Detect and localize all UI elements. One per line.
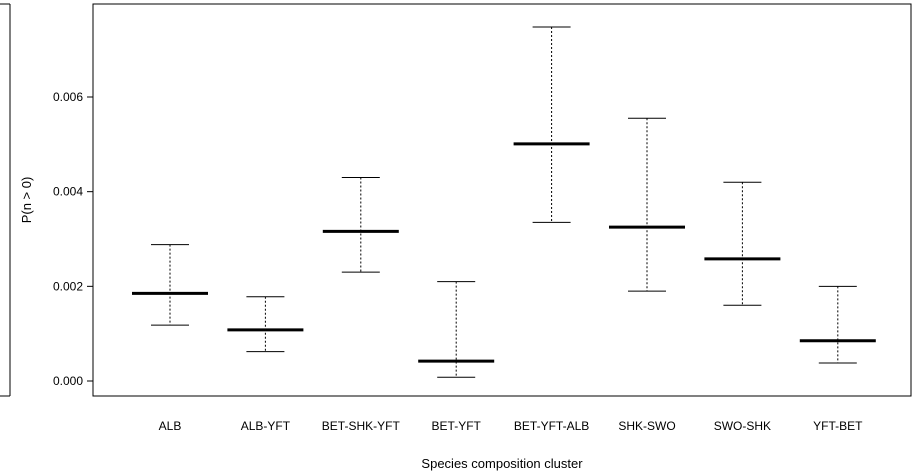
y-tick-label: 0.002: [53, 279, 83, 293]
error-bars: [132, 26, 876, 378]
x-axis-tick-labels: ALB ALB-YFT BET-SHK-YFT BET-YFT BET-YFT-ALB S…: [159, 419, 863, 433]
x-tick-label: ALB: [159, 419, 182, 433]
x-tick-label: SHK-SWO: [618, 419, 675, 433]
x-tick-label: ALB-YFT: [241, 419, 291, 433]
x-axis-label: Species composition cluster: [421, 456, 583, 471]
plot-frame: [92, 3, 912, 397]
y-axis: 0.000 0.002 0.004 0.006: [53, 90, 93, 388]
x-tick-label: BET-YFT: [432, 419, 482, 433]
y-tick-label: 0.000: [53, 374, 83, 388]
y-tick-label: 0.006: [53, 90, 83, 104]
y-axis-label: P(n > 0): [19, 177, 34, 224]
x-tick-label: SWO-SHK: [714, 419, 771, 433]
x-tick-label: BET-SHK-YFT: [322, 419, 401, 433]
x-tick-label: BET-YFT-ALB: [514, 419, 589, 433]
y-tick-label: 0.004: [53, 185, 83, 199]
x-tick-label: YFT-BET: [813, 419, 863, 433]
